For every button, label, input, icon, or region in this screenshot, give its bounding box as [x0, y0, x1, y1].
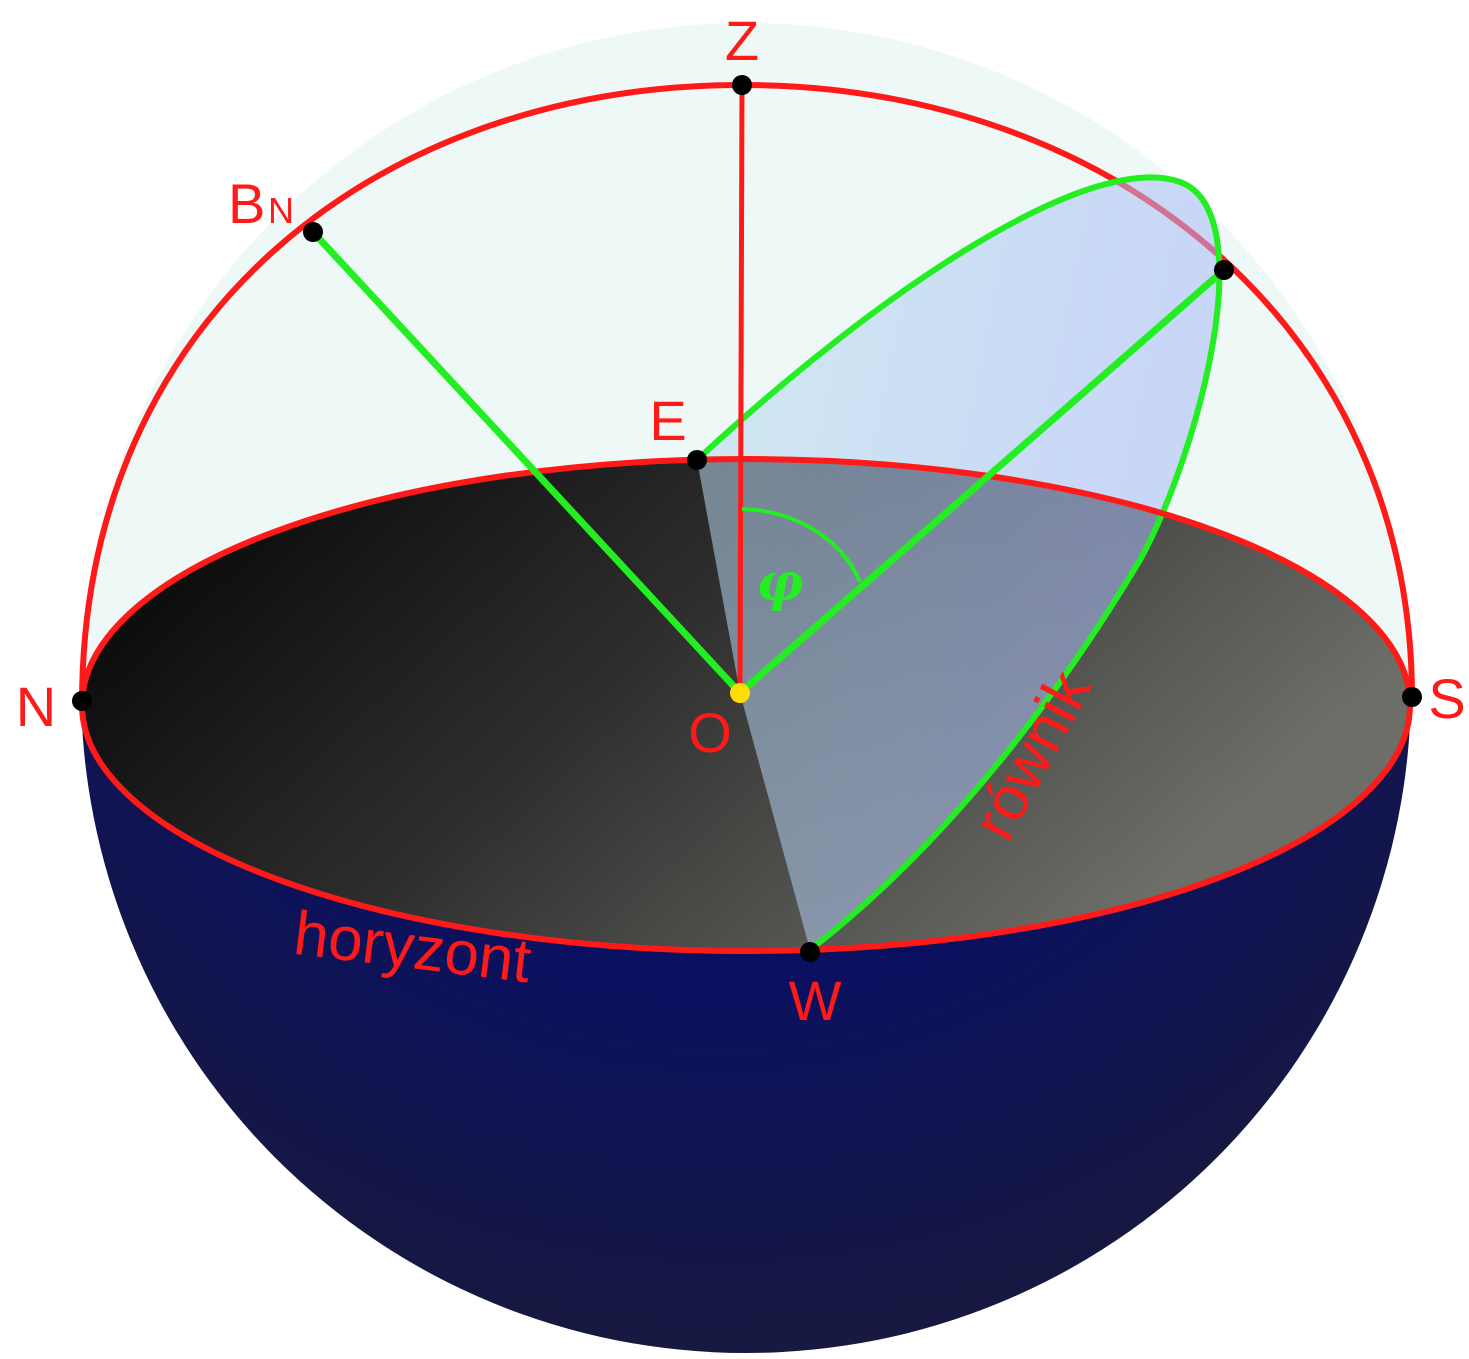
- equator-radius-line: [737, 267, 1227, 696]
- label-north-pole: B: [228, 172, 265, 235]
- east-point: [687, 450, 707, 470]
- center-point: [730, 683, 750, 703]
- latitude-angle-arc: [741, 507, 862, 583]
- zenith-line: [737, 84, 745, 694]
- label-east: E: [649, 389, 686, 452]
- equator-circle: [694, 174, 1223, 953]
- equator-plane: [697, 177, 1220, 950]
- label-angle-phi: φ: [756, 552, 803, 613]
- zenith-point: [732, 75, 752, 95]
- west-point: [800, 942, 820, 962]
- south-point: [1402, 687, 1422, 707]
- celestial-axis-line: [310, 229, 743, 696]
- label-north-pole-subscript: N: [268, 190, 294, 231]
- label-north: N: [16, 675, 56, 738]
- label-zenith: Z: [725, 9, 759, 72]
- label-south: S: [1428, 667, 1465, 730]
- label-center: O: [688, 701, 732, 764]
- label-west: W: [789, 969, 842, 1032]
- north-pole-point: [303, 222, 323, 242]
- north-point: [72, 691, 92, 711]
- equator-meridian-point: [1214, 260, 1234, 280]
